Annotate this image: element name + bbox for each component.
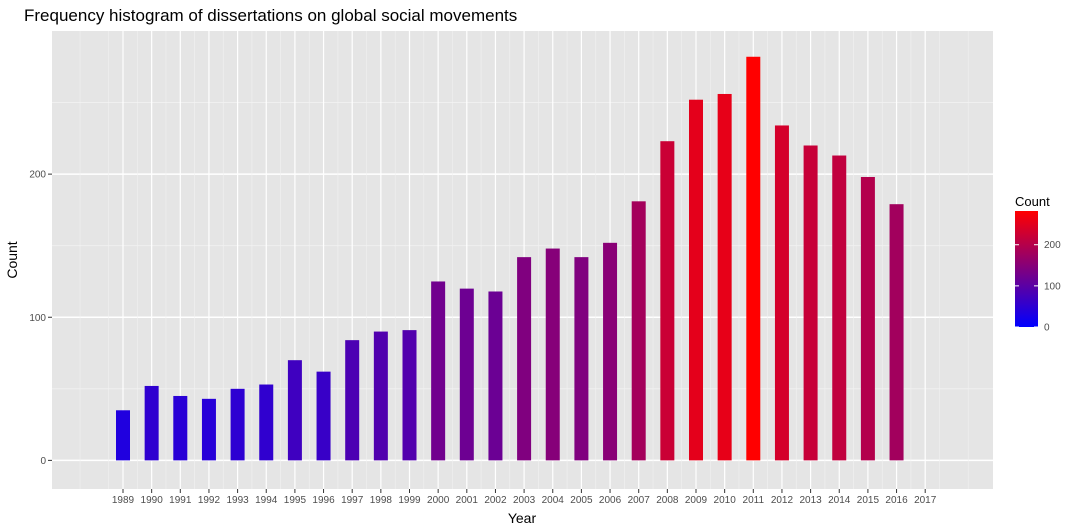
x-tick-label-2008: 2008 — [656, 495, 679, 506]
bar-1991 — [173, 395, 188, 461]
x-tick-label-2006: 2006 — [599, 495, 622, 506]
y-tick-label: 0 — [40, 456, 46, 467]
legend-label: 100 — [1044, 281, 1061, 292]
bar-2006 — [603, 242, 618, 461]
x-tick-label-2000: 2000 — [427, 495, 450, 506]
x-tick-label-1992: 1992 — [198, 495, 221, 506]
legend-ticks: 0 100 200 — [1015, 240, 1061, 334]
x-tick-label-1999: 1999 — [398, 495, 421, 506]
legend-colorbar — [1015, 211, 1038, 327]
bar-2008 — [660, 141, 675, 461]
x-tick-label-2002: 2002 — [484, 495, 507, 506]
x-tick-label-2001: 2001 — [456, 495, 479, 506]
x-tick-label-1995: 1995 — [284, 495, 307, 506]
bar-2012 — [774, 125, 789, 461]
x-tick-label-2017: 2017 — [914, 495, 937, 506]
bar-2002 — [488, 291, 503, 461]
legend-label: 0 — [1044, 323, 1050, 334]
bar-1996 — [316, 371, 331, 461]
bar-1999 — [402, 330, 417, 461]
x-tick-label-2011: 2011 — [743, 495, 765, 506]
y-tick-label: 200 — [29, 170, 46, 181]
bar-2000 — [431, 281, 446, 461]
x-tick-label-2016: 2016 — [885, 495, 908, 506]
x-tick-label-2003: 2003 — [513, 495, 536, 506]
legend-label: 200 — [1044, 240, 1061, 251]
x-tick-label-1997: 1997 — [341, 495, 364, 506]
bar-2001 — [459, 288, 474, 461]
bar-2015 — [860, 176, 875, 461]
x-tick-label-2010: 2010 — [714, 495, 737, 506]
x-axis-title: Year — [508, 510, 537, 526]
bar-2007 — [631, 201, 646, 461]
x-tick-label-2015: 2015 — [857, 495, 880, 506]
y-tick-label: 100 — [29, 313, 46, 324]
legend: Count 0 100 200 — [1015, 194, 1061, 334]
x-tick-label-2013: 2013 — [799, 495, 822, 506]
x-tick-label-1996: 1996 — [312, 495, 335, 506]
bar-2003 — [517, 257, 532, 461]
x-tick-label-1994: 1994 — [255, 495, 278, 506]
bar-2011 — [746, 56, 761, 461]
y-axis: 0 100 200 — [29, 170, 52, 467]
bar-1994 — [259, 384, 274, 461]
x-tick-label-2007: 2007 — [628, 495, 651, 506]
y-axis-title: Count — [4, 241, 20, 278]
bar-1992 — [201, 398, 216, 461]
x-tick-label-1989: 1989 — [112, 495, 135, 506]
bar-2004 — [545, 248, 560, 461]
x-tick-label-1990: 1990 — [141, 495, 164, 506]
bars — [116, 56, 904, 461]
bar-1990 — [144, 385, 159, 461]
x-tick-label-1991: 1991 — [169, 495, 192, 506]
bar-2013 — [803, 145, 818, 461]
bar-1998 — [373, 331, 388, 461]
x-tick-label-2009: 2009 — [685, 495, 708, 506]
bar-2016 — [889, 204, 904, 461]
bar-2014 — [832, 155, 847, 461]
x-tick-label-2005: 2005 — [570, 495, 593, 506]
x-tick-label-2014: 2014 — [828, 495, 851, 506]
x-tick-label-2004: 2004 — [542, 495, 565, 506]
x-axis: 1989 1990 1991 1992 1993 1994 1995 1996 1997 1998… — [112, 489, 937, 506]
bar-1995 — [287, 360, 302, 461]
bar-1997 — [345, 340, 360, 461]
x-tick-label-1993: 1993 — [226, 495, 249, 506]
x-tick-label-2012: 2012 — [771, 495, 794, 506]
chart-title: Frequency histogram of dissertations on … — [24, 6, 517, 25]
x-tick-label-1998: 1998 — [370, 495, 393, 506]
bar-2009 — [689, 99, 703, 461]
bar-2010 — [717, 93, 732, 461]
legend-title: Count — [1015, 194, 1050, 209]
bar-2005 — [574, 257, 589, 461]
bar-1989 — [116, 410, 130, 461]
bar-1993 — [230, 388, 245, 461]
